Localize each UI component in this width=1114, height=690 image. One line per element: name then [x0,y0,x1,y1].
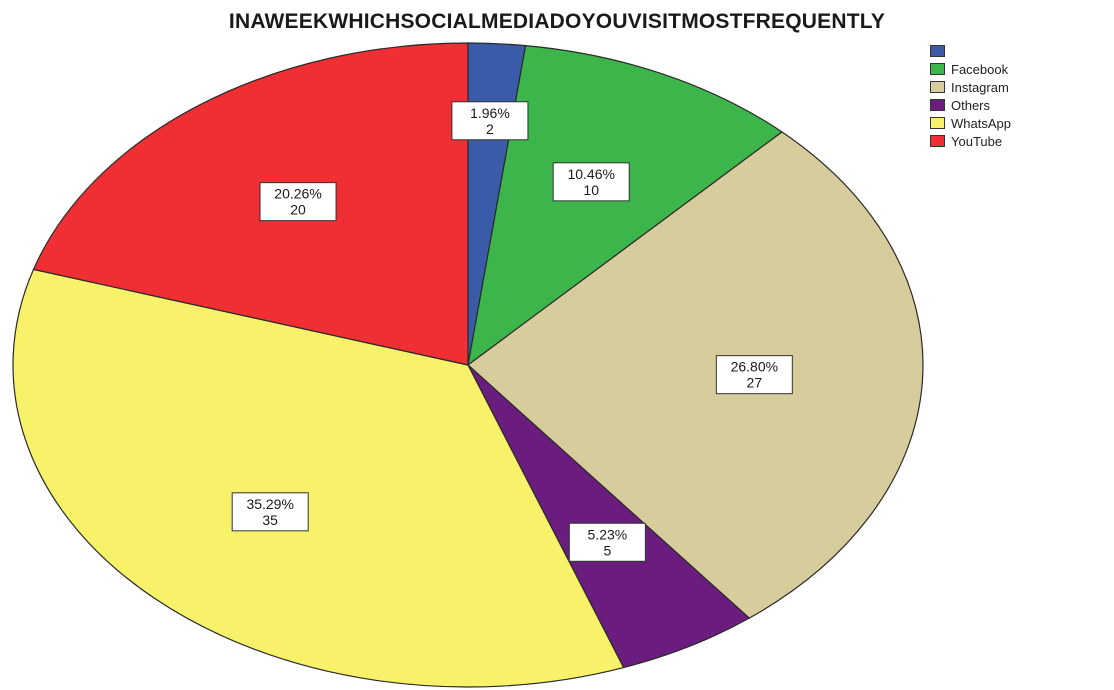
slice-count-label: 10 [583,182,599,198]
slice-percent-label: 5.23% [588,526,628,542]
slice-count-label: 27 [747,375,763,391]
legend-item: YouTube [930,132,1011,150]
pie-slice [467,44,784,367]
slice-percent-label: 35.29% [246,496,293,512]
legend-swatch [930,63,945,75]
legend-label: Others [951,97,991,113]
slice-percent-label: 26.80% [731,359,778,375]
pie-slice [32,42,469,366]
slice-percent-label: 20.26% [274,186,321,202]
chart-title: INAWEEKWHICHSOCIALMEDIADOYOUVISITMOSTFRE… [228,10,886,33]
legend-label: YouTube [951,133,1003,149]
slice-label-box [715,355,793,395]
legend-swatch [930,117,945,129]
legend-swatch [930,135,945,147]
slice-label: 10.46%10 [552,162,630,202]
legend: Facebook Instagram Others WhatsApp YouTu… [930,42,1011,150]
slice-percent-label: 1.96% [470,105,510,121]
legend-item: Instagram [930,78,1011,96]
slice-label: 20.26%20 [259,182,337,222]
legend-item: Facebook [930,60,1011,78]
legend-item: Others [930,96,1011,114]
pie-slice [12,268,625,688]
slice-count-label: 35 [262,512,278,528]
legend-swatch [930,99,945,111]
legend-swatch [930,45,945,57]
slice-percent-label: 10.46% [567,166,614,182]
slice-count-label: 5 [603,542,611,558]
slice-label-box [451,101,529,141]
slice-label: 26.80%27 [715,355,793,395]
legend-item [930,42,1011,60]
legend-label: WhatsApp [951,115,1011,131]
slice-label-box [231,492,309,532]
slice-count-label: 20 [290,202,306,218]
pie-slice [467,364,751,669]
slice-label: 1.96%2 [451,101,529,141]
slice-label-box [568,522,646,562]
slice-label-box [552,162,630,202]
slice-label-box [259,182,337,222]
slice-label: 5.23%5 [568,522,646,562]
slice-label: 35.29%35 [231,492,309,532]
legend-swatch [930,81,945,93]
legend-label: Facebook [951,61,1009,77]
legend-item: WhatsApp [930,114,1011,132]
pie-slice [467,131,924,619]
legend-label: Instagram [951,79,1009,95]
slice-count-label: 2 [486,121,494,137]
